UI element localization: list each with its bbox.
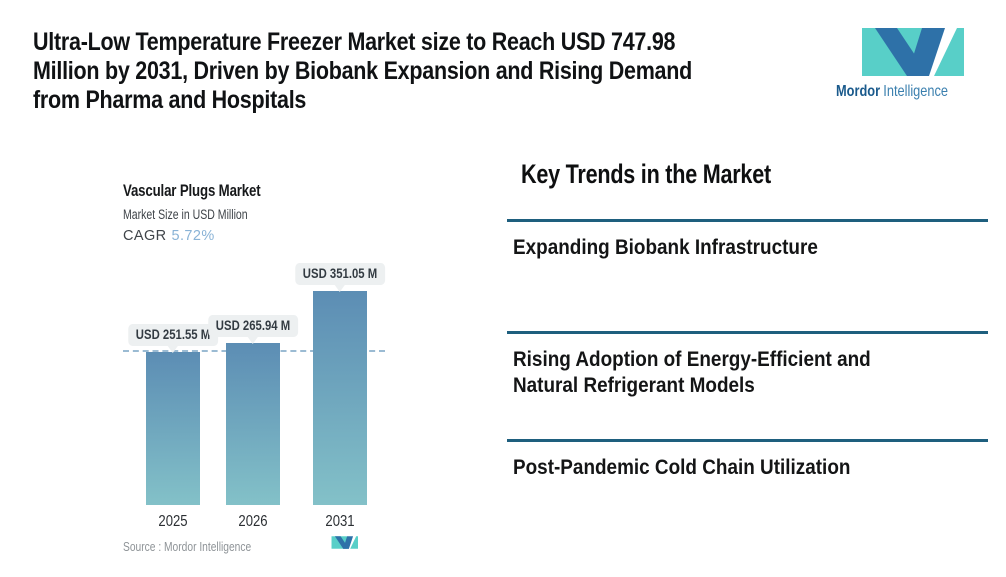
trend-line: Post-Pandemic Cold Chain Utilization xyxy=(513,455,851,479)
brand-wordmark-light: Intelligence xyxy=(883,83,949,100)
main-title-line: from Pharma and Hospitals xyxy=(33,86,307,114)
chart-title: Vascular Plugs Market xyxy=(123,181,261,200)
trend-item-text: Post-Pandemic Cold Chain Utilization xyxy=(513,454,931,480)
plot-area: USD 251.55 M 2025 USD 265.94 M 2026 USD 351.… xyxy=(123,260,385,530)
trend-item-cold-chain: Post-Pandemic Cold Chain Utilization xyxy=(507,439,988,480)
main-title-line: Million by 2031, Driven by Biobank Expan… xyxy=(33,57,693,85)
bar-2025 xyxy=(146,352,200,505)
main-title: Ultra-Low Temperature Freezer Market siz… xyxy=(33,28,692,115)
trend-line: Expanding Biobank Infrastructure xyxy=(513,235,818,259)
key-trends-heading: Key Trends in the Market xyxy=(521,159,771,189)
mordor-logo-icon xyxy=(862,28,964,76)
bar-2031 xyxy=(313,291,367,505)
main-title-line: Ultra-Low Temperature Freezer Market siz… xyxy=(33,28,676,56)
chart-cagr: CAGR 5.72% xyxy=(123,228,215,244)
bar-year-label: 2026 xyxy=(238,513,268,530)
chart-source: Source : Mordor Intelligence xyxy=(123,540,252,554)
bar-value-tooltip: USD 251.55 M xyxy=(128,324,218,346)
brand-wordmark-bold: Mordor xyxy=(836,83,881,100)
trend-item-energy-efficient: Rising Adoption of Energy-Efficient and … xyxy=(507,331,988,398)
bar-2026 xyxy=(226,343,280,505)
cagr-value: 5.72% xyxy=(171,228,215,244)
trend-item-biobank: Expanding Biobank Infrastructure xyxy=(507,219,988,260)
bar-value-tooltip: USD 265.94 M xyxy=(208,315,298,337)
bar-value-tooltip: USD 351.05 M xyxy=(295,263,385,285)
chart-subtitle: Market Size in USD Million xyxy=(123,207,248,222)
mini-mordor-logo-icon xyxy=(331,536,358,549)
brand-logo: Mordor Intelligence xyxy=(836,28,976,101)
trend-line: Natural Refrigerant Models xyxy=(513,373,755,397)
brand-wordmark: Mordor Intelligence xyxy=(836,83,948,101)
trend-item-text: Rising Adoption of Energy-Efficient and … xyxy=(513,346,931,398)
trend-item-text: Expanding Biobank Infrastructure xyxy=(513,234,931,260)
bar-year-label: 2025 xyxy=(158,513,188,530)
bar-year-label: 2031 xyxy=(325,513,355,530)
trend-line: Rising Adoption of Energy-Efficient and xyxy=(513,347,871,371)
cagr-label: CAGR xyxy=(123,228,167,244)
